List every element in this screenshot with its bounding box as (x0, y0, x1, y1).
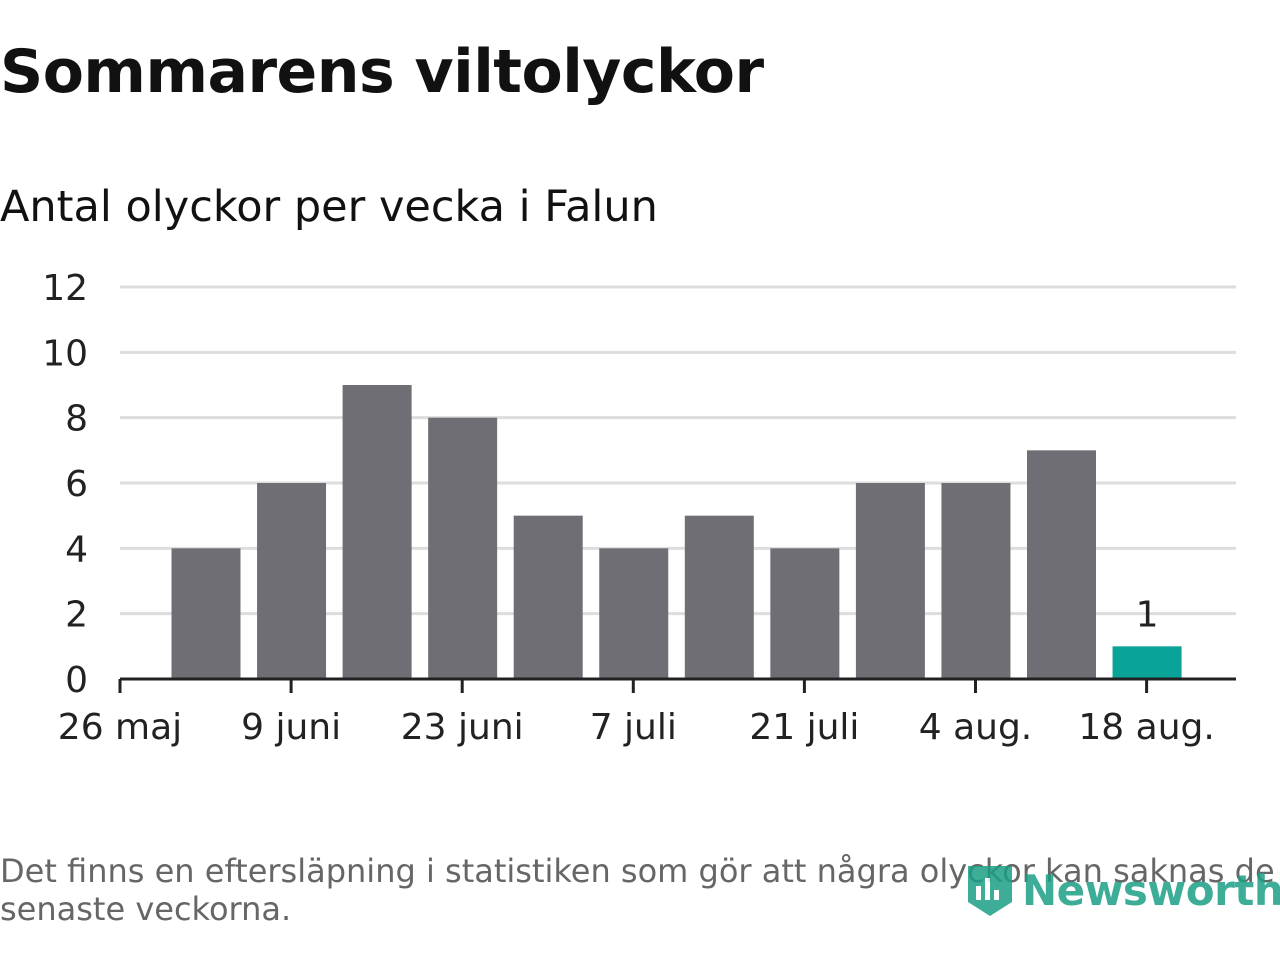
x-tick-label: 4 aug. (919, 707, 1033, 748)
bar (513, 515, 583, 679)
bar (684, 515, 754, 679)
y-tick-label: 6 (65, 464, 88, 505)
x-tick-label: 9 juni (241, 707, 341, 748)
y-tick-label: 0 (65, 660, 88, 701)
x-tick-label: 23 juni (401, 707, 524, 748)
bar (428, 417, 498, 679)
bar (171, 548, 241, 679)
newsworthy-logo-icon (968, 866, 1012, 916)
footnote: Det finns en eftersläpning i statistiken… (0, 852, 1275, 928)
y-tick-label: 12 (42, 268, 88, 309)
y-tick-label: 10 (42, 333, 88, 374)
x-tick-label: 26 maj (58, 707, 182, 748)
y-tick-label: 8 (65, 399, 88, 440)
bar (257, 483, 327, 679)
chart-subtitle: Antal olyckor per vecka i Falun (0, 182, 658, 232)
data-label: 1 (1136, 594, 1159, 635)
highlighted-bar (1112, 646, 1182, 679)
bar-chart: 0 2 4 6 8 10 12 1 26 maj 9 juni 23 juni 7 juli 21 ju… (42, 268, 1236, 748)
bar (599, 548, 669, 679)
bar (941, 483, 1011, 679)
bar (770, 548, 840, 679)
y-tick-label: 4 (65, 529, 88, 570)
bar (855, 483, 925, 679)
bar (342, 385, 412, 679)
x-tick-label: 21 juli (749, 707, 859, 748)
newsworthy-logo-text: Newsworthy (1022, 865, 1280, 915)
bar (1027, 450, 1096, 679)
x-tick-label: 7 juli (590, 707, 677, 748)
x-tick-label: 18 aug. (1078, 707, 1214, 748)
chart-title: Sommarens viltolyckor (0, 37, 764, 107)
y-tick-label: 2 (65, 595, 88, 636)
newsworthy-logo: Newsworthy (964, 862, 1280, 918)
